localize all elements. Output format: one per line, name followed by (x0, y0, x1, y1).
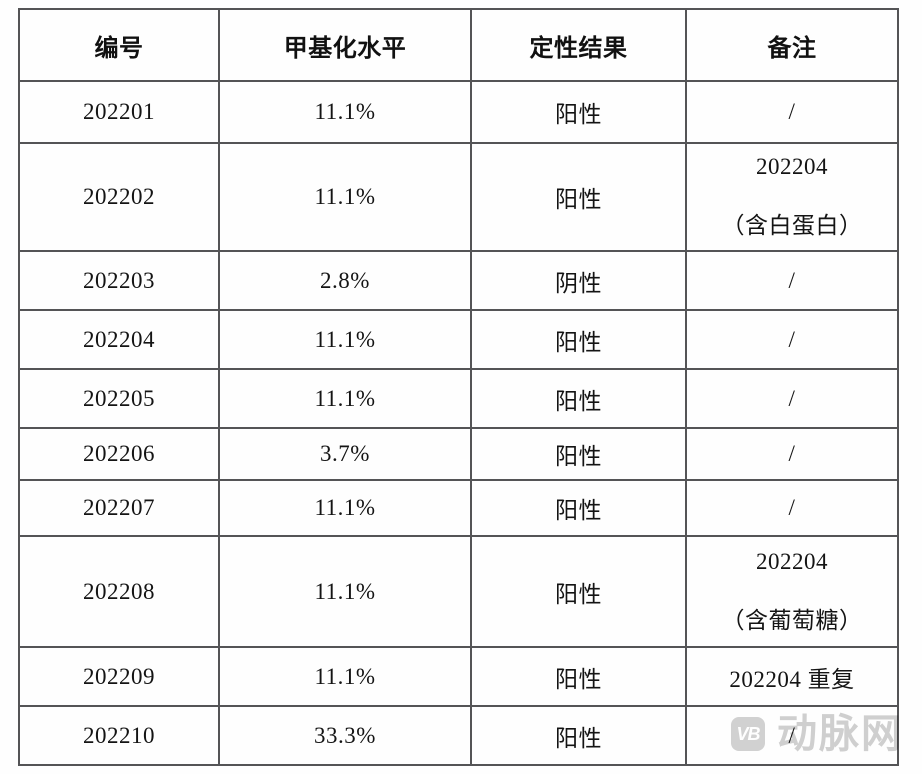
methylation-level: 11.1% (218, 142, 472, 252)
table-row: 202208 11.1% 阳性 202204 （含葡萄糖） (18, 535, 899, 648)
qualitative-result: 阳性 (470, 427, 687, 481)
remark-line: 202204 (756, 548, 828, 574)
qualitative-result: 阳性 (470, 705, 687, 766)
header-row: 编号 甲基化水平 定性结果 备注 (18, 8, 899, 82)
remark: / (685, 705, 899, 766)
remark-line: / (788, 385, 796, 411)
remark-line: / (788, 326, 796, 352)
column-header-2: 定性结果 (470, 8, 687, 82)
qualitative-result: 阳性 (470, 535, 687, 648)
methylation-level: 3.7% (218, 427, 472, 481)
sample-id: 202205 (18, 368, 220, 429)
remark-line: / (788, 99, 796, 124)
methylation-results-table: 编号 甲基化水平 定性结果 备注 202201 11.1% 阳性/202202 11.1% 阳… (18, 8, 899, 766)
sample-id: 202210 (18, 705, 220, 766)
qualitative-result: 阳性 (470, 646, 687, 707)
remark: 202204 （含白蛋白） (685, 142, 899, 252)
methylation-level: 11.1% (218, 479, 472, 537)
sample-id: 202202 (18, 142, 220, 252)
methylation-level: 33.3% (218, 705, 472, 766)
methylation-level: 11.1% (218, 535, 472, 648)
sample-id: 202203 (18, 250, 220, 311)
qualitative-result: 阳性 (470, 479, 687, 537)
methylation-level: 11.1% (218, 80, 472, 144)
remark: / (685, 368, 899, 429)
sample-id: 202208 (18, 535, 220, 648)
sample-id: 202201 (18, 80, 220, 144)
qualitative-result: 阴性 (470, 250, 687, 311)
table-row: 202205 11.1% 阳性 / (18, 368, 899, 429)
qualitative-result: 阳性 (470, 80, 687, 144)
sample-id: 202209 (18, 646, 220, 707)
table-row: 202202 11.1% 阳性 202204 （含白蛋白） (18, 142, 899, 252)
remark: / (685, 479, 899, 537)
table-body: 202201 11.1% 阳性/202202 11.1% 阳性 202204 （含白蛋白） 2… (18, 80, 899, 766)
remark: 202204 （含葡萄糖） (685, 535, 899, 648)
table-row: 202201 11.1% 阳性 / (18, 80, 899, 144)
remark-line: / (788, 267, 796, 293)
remark-line: / (788, 441, 796, 466)
sample-id: 202206 (18, 427, 220, 481)
remark-line: （含葡萄糖） (721, 607, 863, 633)
remark-line: / (788, 722, 796, 748)
qualitative-result: 阳性 (470, 142, 687, 252)
table-row: 202203 2.8% 阴性 / (18, 250, 899, 311)
table-row: 202209 11.1% 阳性 202204 重复 (18, 646, 899, 707)
remark-line: 202204 (756, 154, 828, 179)
column-header-0: 编号 (18, 8, 220, 82)
remark: / (685, 309, 899, 370)
methylation-level: 2.8% (218, 250, 472, 311)
remark: / (685, 250, 899, 311)
table-row: 202204 11.1% 阳性 / (18, 309, 899, 370)
methylation-level: 11.1% (218, 368, 472, 429)
table-row: 202207 11.1% 阳性 / (18, 479, 899, 537)
methylation-level: 11.1% (218, 309, 472, 370)
qualitative-result: 阳性 (470, 368, 687, 429)
remark-line: 202204 重复 (729, 666, 855, 692)
table-row: 202210 33.3% 阳性 / (18, 705, 899, 766)
sample-id: 202204 (18, 309, 220, 370)
methylation-level: 11.1% (218, 646, 472, 707)
column-header-1: 甲基化水平 (218, 8, 472, 82)
qualitative-result: 阳性 (470, 309, 687, 370)
sample-id: 202207 (18, 479, 220, 537)
remark-line: / (788, 495, 796, 520)
column-header-3: 备注 (685, 8, 899, 82)
remark: 202204 重复 (685, 646, 899, 707)
remark: / (685, 80, 899, 144)
table-row: 202206 3.7% 阳性 / (18, 427, 899, 481)
remark: / (685, 427, 899, 481)
remark-line: （含白蛋白） (721, 213, 863, 238)
